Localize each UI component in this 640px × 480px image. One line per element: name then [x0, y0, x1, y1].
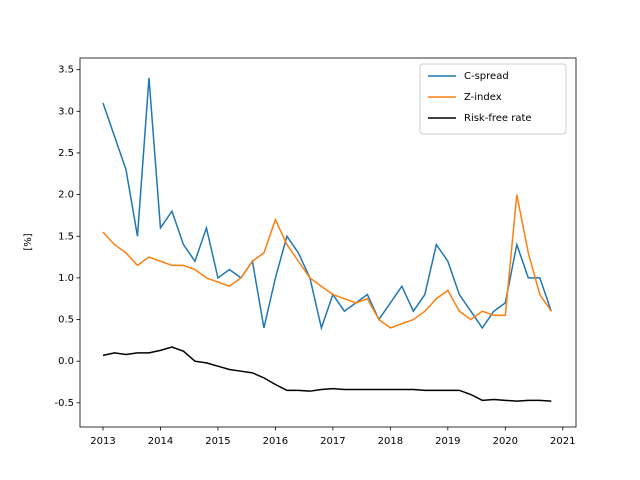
- x-tick-label: 2021: [550, 436, 575, 447]
- legend-label: Z-index: [464, 92, 502, 103]
- x-tick-label: 2016: [263, 436, 288, 447]
- x-tick-label: 2019: [435, 436, 460, 447]
- y-tick-label: 1.0: [58, 273, 74, 284]
- x-tick-label: 2020: [493, 436, 518, 447]
- axes-frame: [79, 57, 577, 428]
- y-axis-label: [%]: [23, 233, 34, 250]
- series-line: [102, 194, 552, 329]
- series-line: [102, 77, 552, 331]
- legend-box: [419, 63, 567, 135]
- y-tick-label: 2.0: [58, 190, 74, 201]
- y-tick-label: 3.0: [58, 106, 74, 117]
- series-line: [102, 346, 552, 402]
- y-tick-label: 0.5: [58, 315, 74, 326]
- y-tick-label: 2.5: [58, 148, 74, 159]
- y-tick-label: 0.0: [58, 356, 74, 367]
- x-tick-label: 2014: [148, 436, 173, 447]
- y-tick-label: -0.5: [54, 398, 74, 409]
- legend-label: Risk-free rate: [464, 113, 532, 124]
- y-tick-label: 3.5: [58, 65, 74, 76]
- legend-label: C-spread: [464, 71, 509, 82]
- x-tick-label: 2013: [90, 436, 115, 447]
- x-tick-label: 2017: [320, 436, 345, 447]
- y-tick-label: 1.5: [58, 231, 74, 242]
- x-tick-label: 2015: [205, 436, 230, 447]
- x-tick-label: 2018: [378, 436, 403, 447]
